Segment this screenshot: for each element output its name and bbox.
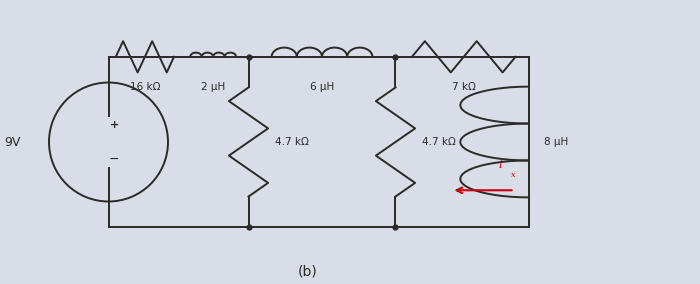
Text: +: + xyxy=(109,120,119,130)
Text: 16 kΩ: 16 kΩ xyxy=(130,82,160,92)
Text: 8 μH: 8 μH xyxy=(544,137,568,147)
Text: 2 μH: 2 μH xyxy=(201,82,225,92)
Text: 7 kΩ: 7 kΩ xyxy=(452,82,476,92)
Text: x: x xyxy=(511,171,516,179)
Text: 9V: 9V xyxy=(5,135,21,149)
Text: −: − xyxy=(109,153,119,166)
Text: 4.7 kΩ: 4.7 kΩ xyxy=(422,137,456,147)
Text: 4.7 kΩ: 4.7 kΩ xyxy=(275,137,309,147)
Text: i: i xyxy=(498,160,503,170)
Text: (b): (b) xyxy=(298,264,318,278)
Text: 6 μH: 6 μH xyxy=(310,82,334,92)
